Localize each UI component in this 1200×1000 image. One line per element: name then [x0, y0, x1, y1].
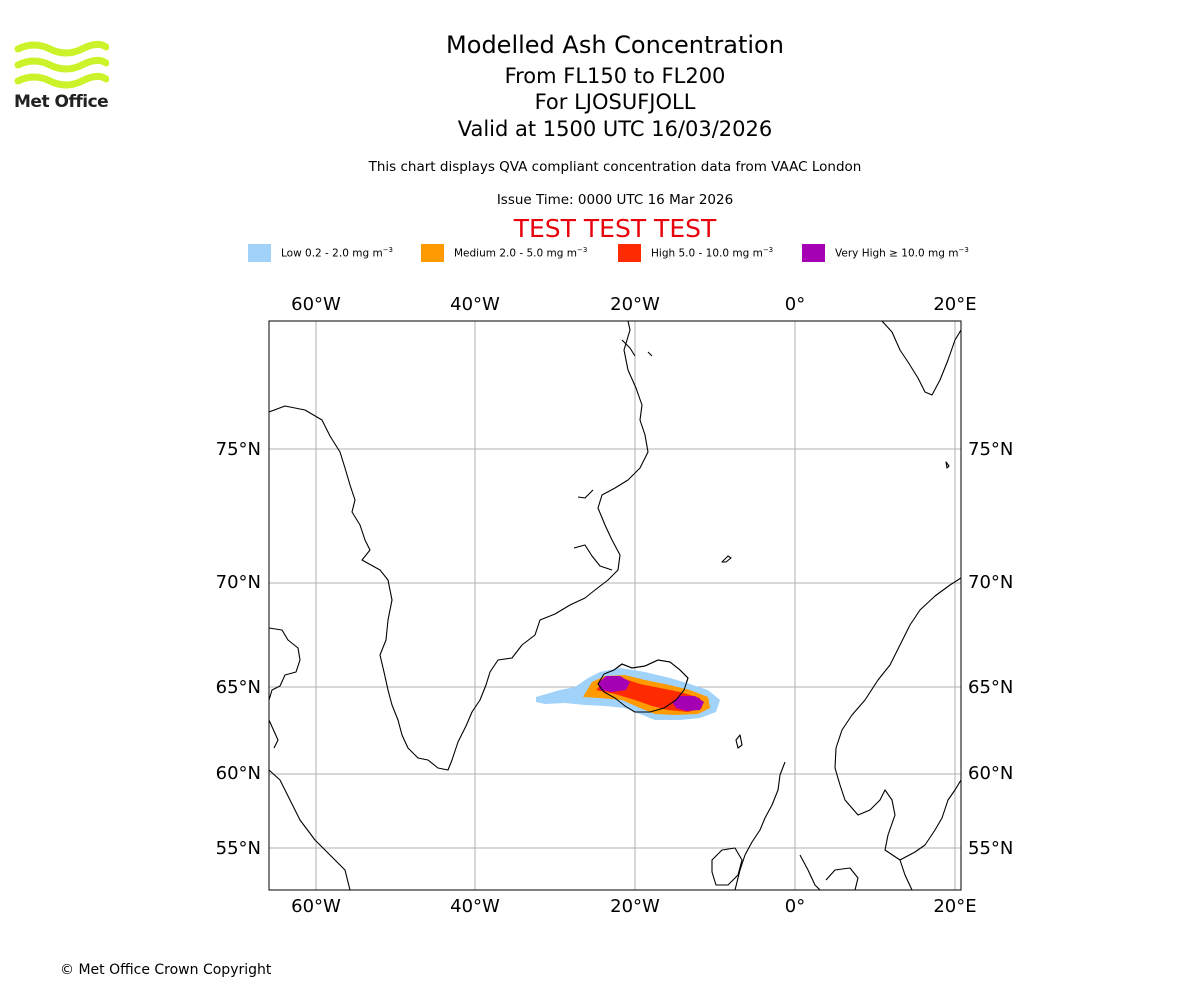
graticule: [269, 321, 961, 890]
lat-label-left: 65°N: [216, 677, 261, 698]
lat-label-left: 70°N: [216, 572, 261, 593]
lat-label-right: 60°N: [968, 763, 1013, 784]
valid-time: Valid at 1500 UTC 16/03/2026: [457, 117, 773, 141]
chart-title: Modelled Ash Concentration: [446, 31, 784, 59]
coastline-faroe: [735, 734, 743, 749]
volcano-name: For LJOSUFJOLL: [534, 90, 696, 114]
lon-label-top: 20°E: [933, 294, 976, 315]
logo-text: Met Office: [14, 92, 109, 112]
map-frame: [268, 320, 962, 891]
lon-label-top: 40°W: [450, 294, 500, 315]
coastline-canada: [269, 627, 301, 701]
legend-item-low: Low 0.2 - 2.0 mg m−3: [248, 244, 393, 262]
legend-label-low: Low 0.2 - 2.0 mg m−3: [281, 246, 394, 260]
legend-item-medium: Medium 2.0 - 5.0 mg m−3: [421, 244, 587, 262]
coastline-ireland: [711, 847, 743, 886]
lon-label-bottom: 20°W: [610, 896, 660, 917]
coastline-svalbard: [881, 321, 961, 396]
legend-swatch-high: [618, 244, 641, 262]
lat-label-right: 55°N: [968, 838, 1013, 859]
copyright-notice: © Met Office Crown Copyright: [60, 962, 272, 978]
lon-label-top: 0°: [785, 294, 805, 315]
test-banner: TEST TEST TEST: [513, 214, 717, 243]
issue-time: Issue Time: 0000 UTC 16 Mar 2026: [496, 192, 734, 208]
chart-description: This chart displays QVA compliant concen…: [368, 159, 862, 175]
lon-label-top: 60°W: [291, 294, 341, 315]
coastline-jan-mayen: [721, 555, 732, 563]
flight-level-range: From FL150 to FL200: [504, 64, 726, 88]
coastline-greenland: [269, 321, 649, 771]
lat-label-left: 75°N: [216, 439, 261, 460]
legend-item-very-high: Very High ≥ 10.0 mg m−3: [802, 244, 969, 262]
lat-label-right: 65°N: [968, 677, 1013, 698]
legend-label-high: High 5.0 - 10.0 mg m−3: [651, 246, 774, 260]
ash-zone-very-high-east: [672, 696, 704, 711]
legend-item-high: High 5.0 - 10.0 mg m−3: [618, 244, 773, 262]
legend-swatch-medium: [421, 244, 444, 262]
coastlines: [269, 321, 961, 890]
lon-label-top: 20°W: [610, 294, 660, 315]
coastline-britain: [734, 761, 786, 890]
lat-label-right: 75°N: [968, 439, 1013, 460]
lon-label-bottom: 20°E: [933, 896, 976, 917]
lat-label-left: 55°N: [216, 838, 261, 859]
lon-label-bottom: 40°W: [450, 896, 500, 917]
ash-plume: [536, 668, 720, 720]
legend-label-medium: Medium 2.0 - 5.0 mg m−3: [454, 246, 588, 260]
legend-swatch-low: [248, 244, 271, 262]
legend-label-very-high: Very High ≥ 10.0 mg m−3: [835, 246, 969, 260]
lon-label-bottom: 60°W: [291, 896, 341, 917]
lat-label-left: 60°N: [216, 763, 261, 784]
iceland-outline-over-plume: [597, 659, 689, 713]
ash-zone-very-high-west: [598, 676, 630, 692]
coastline-scandinavia: [834, 577, 961, 861]
legend-swatch-very-high: [802, 244, 825, 262]
lat-label-right: 70°N: [968, 572, 1013, 593]
met-office-logo-icon: [14, 40, 109, 89]
lon-label-bottom: 0°: [785, 896, 805, 917]
